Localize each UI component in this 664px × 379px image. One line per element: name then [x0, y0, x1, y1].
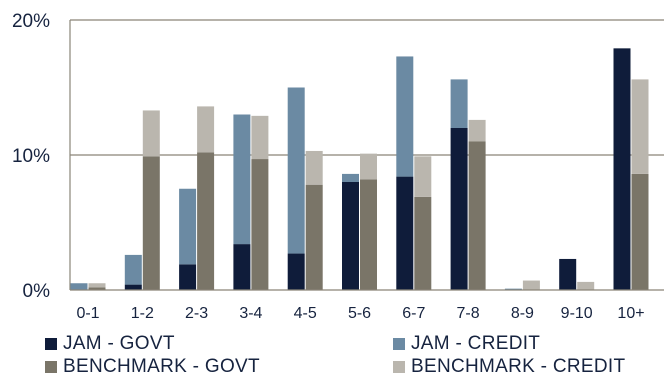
bar-jam-govt [450, 128, 468, 290]
bar-benchmark-credit [522, 280, 540, 290]
bar-jam-govt [396, 176, 414, 290]
bar-benchmark-credit [631, 79, 649, 174]
bar-jam-govt [613, 48, 631, 290]
x-tick-label: 10+ [617, 305, 644, 322]
bar-benchmark-govt [360, 179, 377, 290]
y-tick-label: 10% [12, 146, 50, 167]
bar-benchmark-credit [414, 156, 432, 197]
x-tick-label: 5-6 [348, 305, 371, 322]
x-tick-label: 3-4 [239, 305, 262, 322]
bar-benchmark-govt [88, 287, 106, 290]
x-tick-label: 2-3 [185, 305, 208, 322]
x-tick-label: 1-2 [131, 305, 154, 322]
legend-label-jam-govt: JAM - GOVT [63, 333, 175, 354]
x-tick-label: 7-8 [457, 305, 480, 322]
bar-jam-credit [233, 114, 251, 245]
x-tick-label: 4-5 [294, 305, 317, 322]
y-tick-label: 0% [23, 281, 51, 302]
bar-benchmark-credit [251, 115, 269, 160]
x-tick-label: 8-9 [511, 305, 534, 322]
bar-benchmark-credit [88, 283, 106, 288]
bar-benchmark-govt [251, 159, 269, 290]
legend-label-jam-credit: JAM - CREDIT [411, 333, 541, 354]
bar-benchmark-govt [197, 152, 215, 290]
bar-jam-govt [179, 264, 197, 290]
bar-jam-credit [396, 56, 414, 177]
bar-benchmark-credit [468, 119, 486, 142]
bar-benchmark-credit [577, 281, 595, 290]
bar-benchmark-credit [360, 153, 377, 180]
bar-jam-govt [287, 253, 305, 290]
legend-item-benchmark-govt: BENCHMARK - GOVT [45, 356, 260, 378]
bar-jam-credit [179, 188, 197, 265]
x-tick-label: 6-7 [402, 305, 425, 322]
x-tick-label: 9-10 [561, 305, 593, 322]
bar-benchmark-govt [468, 141, 486, 290]
bar-jam-govt [559, 258, 577, 290]
y-tick-label: 20% [12, 11, 50, 32]
bar-jam-credit [504, 288, 522, 290]
legend-item-jam-govt: JAM - GOVT [45, 333, 175, 355]
legend-item-benchmark-credit: BENCHMARK - CREDIT [393, 356, 625, 378]
legend-swatch-benchmark-credit [393, 361, 405, 373]
x-tick-label: 0-1 [76, 305, 99, 322]
legend-swatch-benchmark-govt [45, 361, 57, 373]
bar-benchmark-govt [631, 173, 649, 290]
legend-label-benchmark-govt: BENCHMARK - GOVT [63, 356, 260, 377]
bar-jam-credit [287, 87, 305, 254]
bar-jam-govt [342, 182, 359, 290]
bar-benchmark-govt [305, 184, 323, 290]
bar-benchmark-credit [197, 106, 215, 153]
legend-swatch-jam-govt [45, 338, 57, 350]
legend-swatch-jam-credit [393, 338, 405, 350]
legend-item-jam-credit: JAM - CREDIT [393, 333, 540, 355]
legend-label-benchmark-credit: BENCHMARK - CREDIT [411, 356, 626, 377]
bar-benchmark-govt [142, 156, 160, 290]
bar-jam-credit [70, 283, 88, 290]
bar-benchmark-govt [414, 196, 432, 290]
bar-benchmark-credit [142, 110, 160, 157]
bar-jam-credit [342, 173, 359, 182]
bar-jam-credit [124, 254, 142, 285]
bar-jam-credit [450, 79, 468, 128]
bar-jam-govt [233, 244, 251, 290]
bar-jam-govt [124, 284, 142, 290]
bar-benchmark-credit [305, 150, 323, 185]
